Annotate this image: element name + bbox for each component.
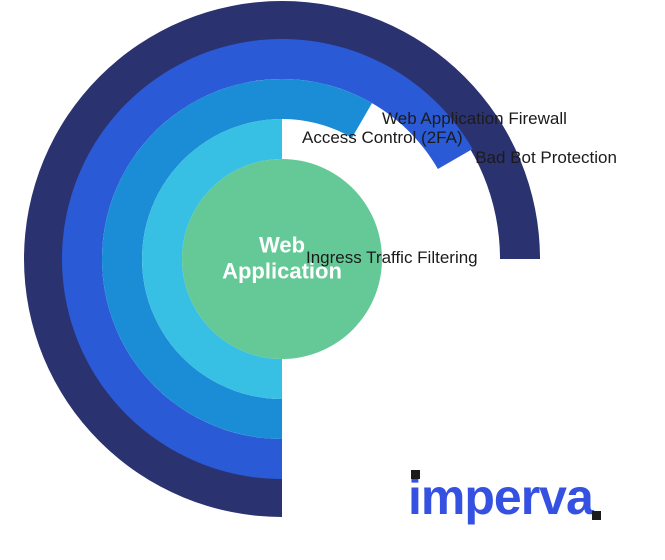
core-label-line1: Web xyxy=(259,233,305,258)
diagram-stage: Web Application Access Control (2FA)Web … xyxy=(0,0,665,560)
brand-dot-top xyxy=(411,470,420,479)
brand-logo: imperva xyxy=(408,468,593,526)
label-bad-bot: Bad Bot Protection xyxy=(475,148,617,168)
brand-text: imperva xyxy=(408,469,593,525)
label-waf: Web Application Firewall xyxy=(382,109,567,129)
label-ingress: Ingress Traffic Filtering xyxy=(306,248,478,268)
label-access-control: Access Control (2FA) xyxy=(302,128,463,148)
brand-dot-bottom xyxy=(592,511,601,520)
